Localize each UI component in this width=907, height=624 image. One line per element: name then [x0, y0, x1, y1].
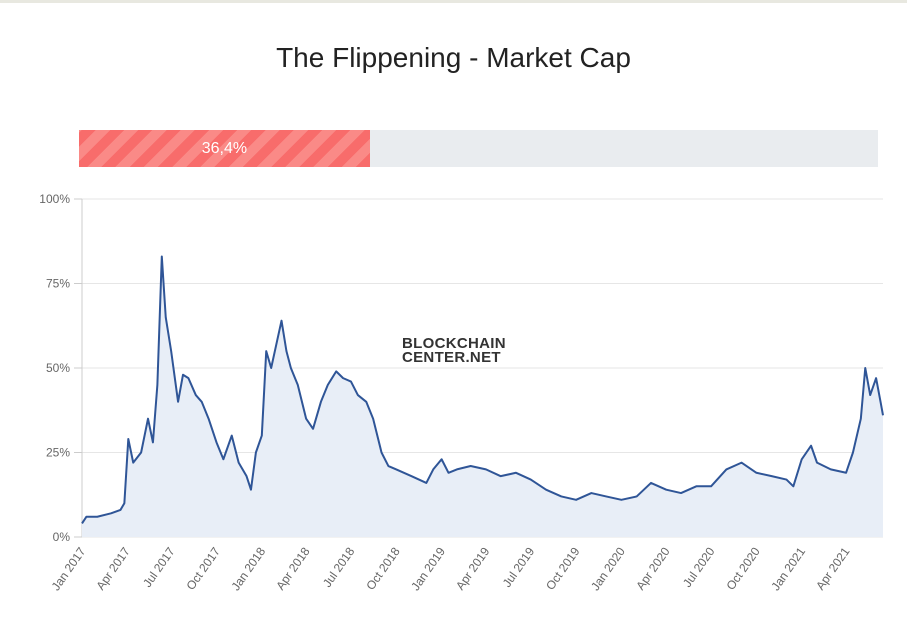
y-tick-label: 75%: [46, 277, 70, 291]
x-tick-label: Apr 2019: [453, 544, 493, 592]
x-tick-label: Jul 2020: [680, 544, 718, 589]
x-tick-label: Apr 2020: [633, 544, 673, 592]
x-tick-label: Apr 2021: [813, 544, 853, 592]
x-tick-label: Jan 2019: [408, 544, 448, 593]
x-tick-label: Jul 2019: [500, 544, 538, 589]
y-tick-label: 50%: [46, 361, 70, 375]
x-tick-label: Apr 2018: [273, 544, 313, 592]
y-tick-label: 25%: [46, 446, 70, 460]
x-tick-label: Jan 2021: [768, 544, 808, 593]
y-tick-label: 0%: [53, 530, 71, 544]
x-tick-label: Jan 2020: [588, 544, 628, 593]
x-tick-label: Oct 2017: [184, 544, 224, 592]
x-tick-label: Jan 2017: [49, 544, 89, 593]
logo-line2: CENTER.NET: [402, 349, 501, 366]
x-tick-label: Oct 2020: [723, 544, 763, 592]
area-fill: [82, 256, 883, 537]
x-tick-label: Jul 2017: [140, 544, 178, 589]
blockchaincenter-logo: BLOCKCHAIN CENTER.NET: [402, 335, 506, 366]
x-tick-label: Apr 2017: [93, 544, 133, 592]
progress-label: 36,4%: [201, 139, 248, 157]
x-tick-label: Jul 2018: [320, 544, 358, 589]
y-tick-label: 100%: [39, 192, 70, 206]
flippening-progress-bar: 36,4%: [79, 130, 878, 167]
x-tick-label: Oct 2018: [363, 544, 403, 592]
page-title: The Flippening - Market Cap: [276, 42, 631, 73]
x-tick-label: Oct 2019: [543, 544, 583, 592]
progress-fill: 36,4%: [79, 130, 370, 167]
top-border: [0, 0, 907, 3]
x-tick-label: Jan 2018: [228, 544, 268, 593]
logo-line1: BLOCKCHAIN: [402, 335, 506, 352]
series-line: [81, 255, 884, 525]
